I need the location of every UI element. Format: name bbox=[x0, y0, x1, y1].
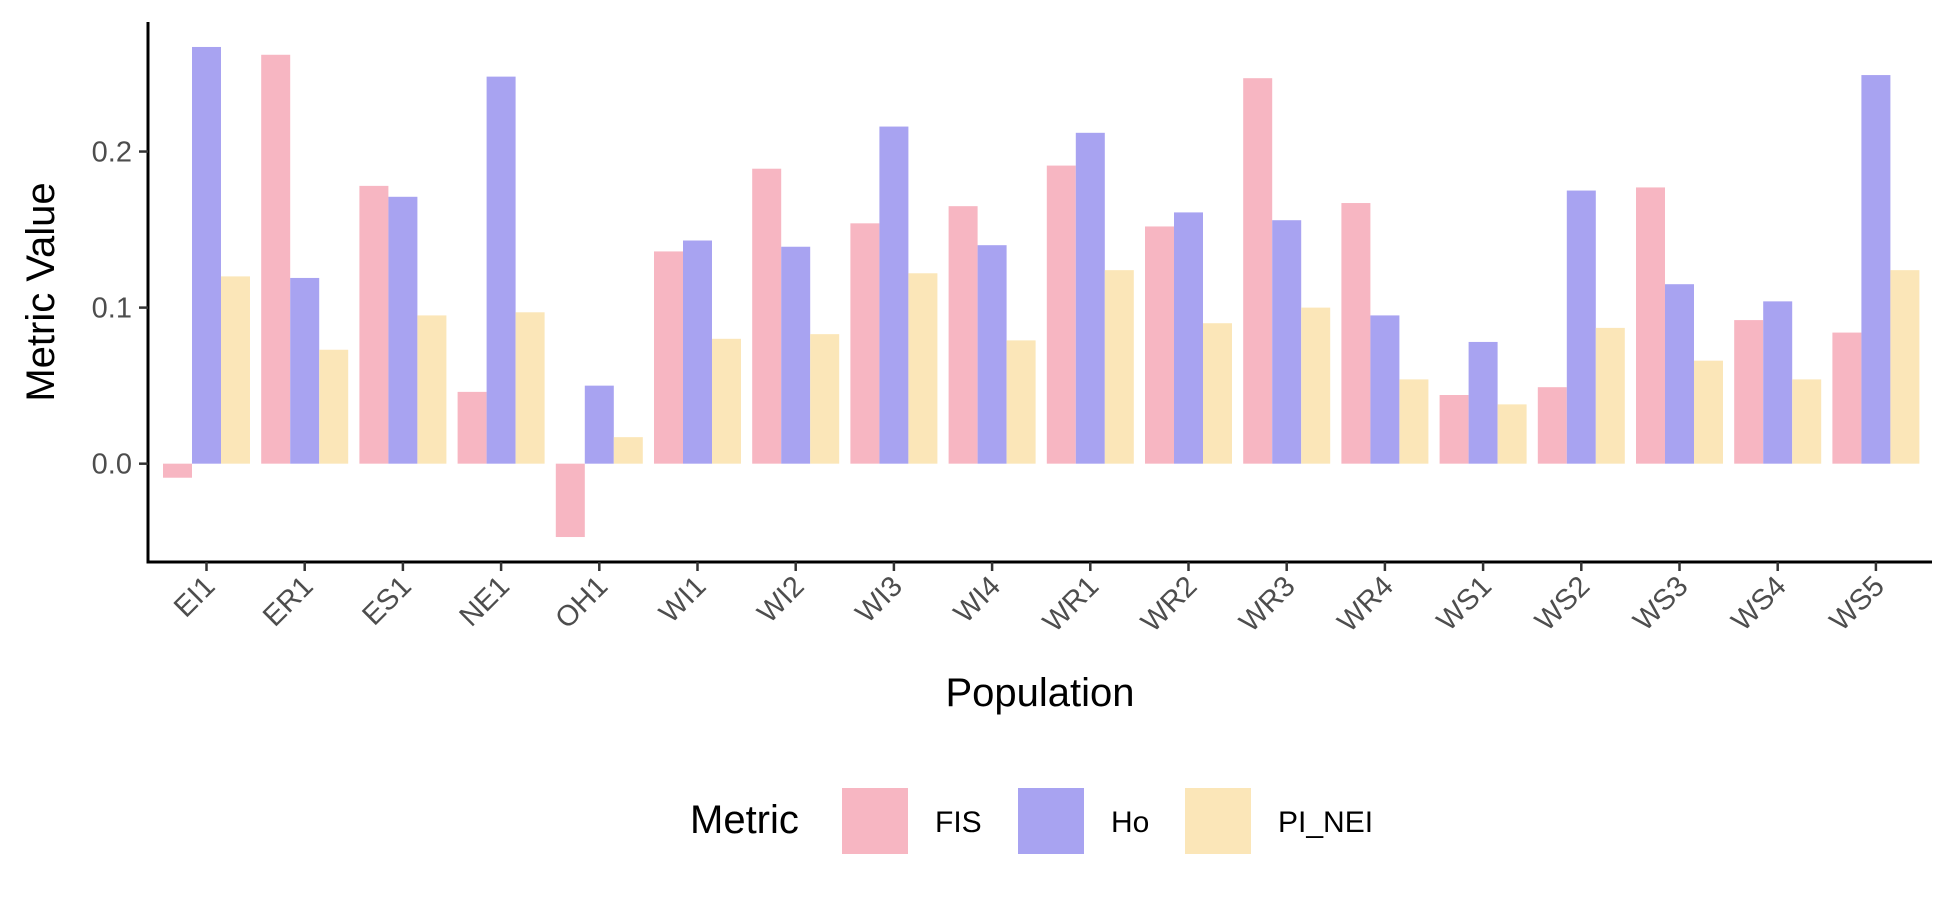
bar-ho-wr3 bbox=[1272, 220, 1302, 464]
bar-fis-es1 bbox=[359, 185, 389, 464]
bar-fis-oh1 bbox=[555, 463, 585, 538]
bar-ho-wi2 bbox=[781, 246, 811, 464]
bar-ho-ws3 bbox=[1665, 284, 1694, 464]
bar-ho-wi3 bbox=[879, 126, 909, 464]
legend: Metric FIS Ho PI_NEI bbox=[690, 788, 1373, 854]
bar-ho-ei1 bbox=[192, 46, 221, 464]
bar-fis-wr3 bbox=[1243, 78, 1273, 464]
bar-pi-nei-wi4 bbox=[1006, 340, 1036, 464]
bar-ho-wr2 bbox=[1174, 212, 1203, 464]
bar-pi-nei-er1 bbox=[319, 349, 349, 464]
bar-pi-nei-wi3 bbox=[908, 273, 938, 464]
x-tick-label: WS3 bbox=[1627, 570, 1694, 637]
x-tick-label: ES1 bbox=[356, 570, 417, 631]
bar-pi-nei-es1 bbox=[417, 315, 447, 464]
bar-ho-wi4 bbox=[977, 245, 1007, 464]
bar-ho-wr1 bbox=[1075, 132, 1105, 464]
bar-fis-wi2 bbox=[752, 168, 782, 464]
x-ticks-layer: EI1 ER1 ES1 NE1 OH1 WI1 WI2 WI3 WI4 WR1 WR2 WR3 WR4 W… bbox=[168, 562, 1891, 639]
x-tick-label: WS5 bbox=[1824, 570, 1891, 637]
x-tick-label: WR4 bbox=[1332, 570, 1400, 638]
x-axis-title: Population bbox=[945, 671, 1134, 715]
bar-fis-wr2 bbox=[1145, 226, 1174, 464]
bar-ho-ne1 bbox=[486, 76, 516, 464]
bar-pi-nei-ws4 bbox=[1792, 379, 1822, 464]
bar-pi-nei-ws2 bbox=[1595, 327, 1625, 464]
bar-fis-ws1 bbox=[1439, 395, 1469, 464]
legend-title: Metric bbox=[690, 798, 799, 842]
bar-ho-ws1 bbox=[1468, 341, 1498, 464]
bar-fis-ws5 bbox=[1832, 332, 1862, 464]
x-tick-label: WR2 bbox=[1135, 570, 1203, 638]
x-tick-label: WS2 bbox=[1529, 570, 1596, 637]
bar-fis-wi3 bbox=[850, 223, 880, 464]
bar-pi-nei-ei1 bbox=[221, 276, 250, 464]
bar-pi-nei-wr3 bbox=[1301, 307, 1331, 464]
x-tick-label: WS4 bbox=[1726, 570, 1793, 637]
y-tick-label: 0.0 bbox=[92, 449, 132, 481]
bar-ho-wi1 bbox=[683, 240, 712, 464]
bar-ho-es1 bbox=[388, 196, 418, 464]
x-tick-label: WI1 bbox=[653, 570, 712, 629]
x-tick-label: WR1 bbox=[1037, 570, 1105, 638]
x-tick-label: WI3 bbox=[850, 570, 909, 629]
bar-fis-ws4 bbox=[1734, 320, 1764, 464]
x-tick-label: WS1 bbox=[1431, 570, 1498, 637]
bar-pi-nei-wi2 bbox=[810, 334, 840, 464]
x-tick-label: NE1 bbox=[454, 570, 517, 633]
bars-layer bbox=[163, 46, 1920, 538]
bar-pi-nei-wi1 bbox=[712, 338, 741, 464]
bar-pi-nei-wr2 bbox=[1203, 323, 1232, 464]
bar-ho-ws5 bbox=[1861, 75, 1891, 464]
bar-ho-ws4 bbox=[1763, 301, 1793, 464]
bar-fis-wi1 bbox=[654, 251, 683, 464]
x-tick-label: EI1 bbox=[168, 570, 221, 623]
x-tick-label: WR3 bbox=[1233, 570, 1301, 638]
bar-pi-nei-ws5 bbox=[1890, 270, 1920, 464]
bar-ho-ws2 bbox=[1566, 190, 1596, 464]
x-tick-label: OH1 bbox=[549, 570, 614, 635]
y-axis-title: Metric Value bbox=[19, 182, 63, 401]
legend-key-fis bbox=[842, 788, 908, 854]
x-tick-label: ER1 bbox=[257, 570, 320, 633]
bar-ho-er1 bbox=[290, 277, 320, 464]
bar-ho-wr4 bbox=[1370, 315, 1400, 464]
legend-label-pi-nei: PI_NEI bbox=[1278, 806, 1373, 839]
bar-fis-wr4 bbox=[1341, 203, 1371, 464]
y-ticks-layer: 0.0 0.1 0.2 bbox=[92, 137, 148, 481]
legend-key-ho bbox=[1018, 788, 1084, 854]
y-tick-label: 0.2 bbox=[92, 137, 132, 169]
x-tick-label: WI2 bbox=[752, 570, 811, 629]
bar-pi-nei-ne1 bbox=[515, 312, 545, 464]
legend-label-fis: FIS bbox=[935, 806, 982, 839]
axes-layer bbox=[146, 22, 1932, 564]
bar-pi-nei-oh1 bbox=[613, 437, 643, 464]
bar-fis-ne1 bbox=[457, 391, 487, 464]
legend-key-pi-nei bbox=[1185, 788, 1251, 854]
bar-fis-wr1 bbox=[1046, 165, 1076, 464]
y-tick-label: 0.1 bbox=[92, 293, 132, 325]
bar-fis-ws3 bbox=[1636, 187, 1665, 464]
bar-fis-er1 bbox=[261, 54, 291, 464]
bar-pi-nei-wr4 bbox=[1399, 379, 1429, 464]
bar-ho-oh1 bbox=[584, 385, 614, 464]
x-tick-label: WI4 bbox=[948, 570, 1007, 629]
bar-fis-ei1 bbox=[163, 463, 192, 478]
bar-fis-ws2 bbox=[1537, 387, 1567, 464]
bar-pi-nei-ws1 bbox=[1497, 404, 1527, 464]
bar-pi-nei-wr1 bbox=[1104, 270, 1134, 464]
bar-pi-nei-ws3 bbox=[1694, 360, 1723, 464]
legend-label-ho: Ho bbox=[1111, 806, 1149, 839]
bar-fis-wi4 bbox=[948, 206, 978, 464]
